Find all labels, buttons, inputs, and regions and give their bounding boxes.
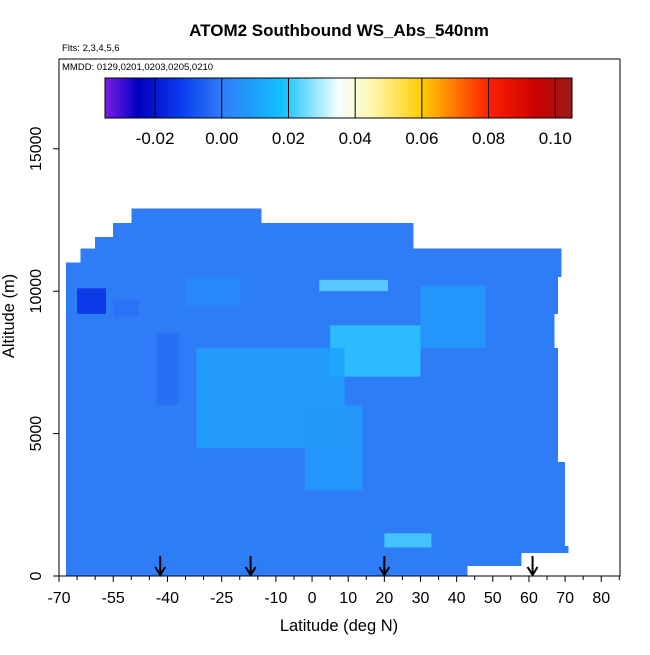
heatmap-region <box>80 248 562 263</box>
x-tick-label: -25 <box>210 590 233 607</box>
heatmap-feature <box>113 299 139 317</box>
flight-arrow <box>154 556 167 577</box>
flight-arrow-head <box>244 566 257 577</box>
colorbar: -0.02 0.00 0.02 0.04 0.06 0.08 0.10 <box>104 77 573 148</box>
x-tick-label: -70 <box>47 590 70 607</box>
x-tick-label: -10 <box>264 590 287 607</box>
arrow-layer <box>154 556 539 577</box>
colorbar-tick-label: 0.06 <box>405 129 438 148</box>
y-tick-label: 0 <box>28 571 45 580</box>
y-tick-label: 15000 <box>28 126 45 171</box>
x-tick-label: 20 <box>375 590 393 607</box>
colorbar-tick-label: 0.00 <box>205 129 238 148</box>
x-tick-label: 30 <box>412 590 430 607</box>
chart-title: ATOM2 Southbound WS_Abs_540nm <box>189 21 489 40</box>
y-tick-label: 10000 <box>28 269 45 314</box>
x-tick-label: 40 <box>448 590 466 607</box>
flight-arrow-head <box>526 566 539 577</box>
colorbar-divider-lines <box>154 78 556 118</box>
heatmap-feature <box>77 288 106 314</box>
heatmap-region <box>131 208 262 223</box>
heatmap-region <box>66 546 569 554</box>
flight-arrow-head <box>378 566 391 577</box>
x-tick-label: 70 <box>556 590 574 607</box>
flight-arrow <box>378 556 391 577</box>
colorbar-tick-label: -0.02 <box>136 129 175 148</box>
x-axis-label: Latitude (deg N) <box>280 617 398 635</box>
y-axis-label: Altitude (m) <box>0 274 18 358</box>
y-tick-label: 5000 <box>28 416 45 452</box>
heatmap-region <box>113 222 414 238</box>
heatmap-feature <box>420 285 486 349</box>
heatmap-region <box>95 237 414 249</box>
colorbar-gradient <box>104 77 573 119</box>
flight-arrow <box>526 556 539 577</box>
y-axis: 0 5000 10000 15000 <box>28 126 59 580</box>
flights-label: Flts: 2,3,4,5,6 <box>62 43 120 54</box>
x-tick-label: -55 <box>102 590 125 607</box>
heatmap-feature <box>304 405 363 491</box>
heatmap-feature <box>384 533 432 548</box>
x-axis: -70 -55 -40 -25 -10 0 10 20 30 40 50 60 70 80 <box>47 576 620 607</box>
colorbar-tick-labels: -0.02 0.00 0.02 0.04 0.06 0.08 0.10 <box>136 129 572 148</box>
heatmap-region <box>66 553 468 576</box>
x-tick-label: -40 <box>156 590 179 607</box>
x-tick-label: 10 <box>339 590 357 607</box>
heatmap-feature <box>330 325 421 377</box>
colorbar-tick-label: 0.08 <box>472 129 505 148</box>
dates-label: MMDD: 0129,0201,0203,0205,0210 <box>62 62 213 73</box>
heatmap-feature <box>319 279 388 292</box>
heatmap-feature <box>185 276 240 306</box>
x-tick-label: 0 <box>308 590 317 607</box>
flight-arrow <box>244 556 257 577</box>
colorbar-tick-label: 0.02 <box>272 129 305 148</box>
x-tick-label: 50 <box>484 590 502 607</box>
colorbar-tick-label: 0.04 <box>339 129 372 148</box>
flight-arrow-head <box>154 566 167 577</box>
heatmap-layer <box>66 208 569 576</box>
heatmap-feature <box>156 333 179 406</box>
x-tick-label: 80 <box>592 590 610 607</box>
heatmap-region <box>66 262 562 277</box>
plot-frame <box>58 58 621 577</box>
colorbar-tick-label: 0.10 <box>539 129 572 148</box>
x-tick-label: 60 <box>520 590 538 607</box>
heatmap-region <box>467 553 522 567</box>
